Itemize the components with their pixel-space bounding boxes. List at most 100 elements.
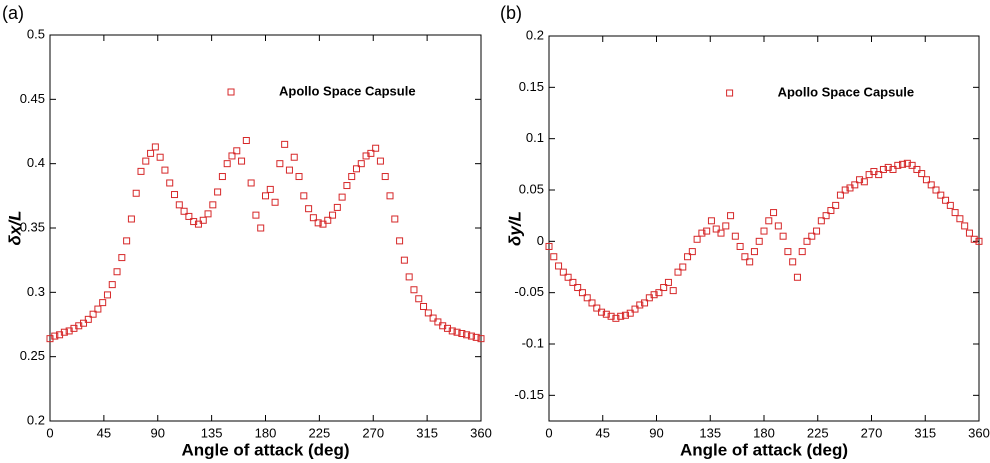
data-point	[693, 235, 701, 243]
data-point	[434, 318, 442, 326]
x-tick-label: 225	[309, 425, 331, 440]
data-point	[223, 160, 231, 168]
data-point	[779, 232, 787, 240]
data-point	[137, 167, 145, 175]
x-tick-label: 0	[545, 425, 552, 440]
data-point	[712, 225, 720, 233]
data-point	[899, 160, 907, 168]
data-point	[602, 310, 610, 318]
data-point	[836, 191, 844, 199]
x-tick-label: 270	[861, 425, 883, 440]
data-point	[386, 192, 394, 200]
data-point	[621, 311, 629, 319]
data-point	[314, 219, 322, 227]
x-tick-label: 0	[46, 425, 53, 440]
data-point	[750, 248, 758, 256]
data-point	[415, 295, 423, 303]
data-point	[352, 165, 360, 173]
data-point	[908, 161, 916, 169]
panel-label: (a)	[2, 3, 24, 23]
data-point	[151, 143, 159, 151]
x-tick-label: 270	[362, 425, 384, 440]
data-point	[472, 333, 480, 341]
data-point	[194, 220, 202, 228]
data-point	[252, 211, 260, 219]
y-tick-label: 0.2	[27, 412, 45, 427]
y-tick-label: 0.25	[20, 348, 45, 363]
data-point	[147, 149, 155, 157]
y-tick-label: -0.15	[514, 387, 544, 402]
data-point	[309, 214, 317, 222]
legend-marker	[726, 89, 734, 97]
data-point	[123, 237, 131, 245]
data-point	[166, 179, 174, 187]
data-point	[937, 191, 945, 199]
x-tick-label: 315	[416, 425, 438, 440]
data-point	[185, 212, 193, 220]
data-point	[343, 182, 351, 190]
data-point	[381, 173, 389, 181]
y-tick-label: 0.35	[20, 219, 45, 234]
data-point	[550, 253, 558, 261]
x-tick-label: 90	[151, 425, 165, 440]
data-point	[324, 216, 332, 224]
y-tick-label: -0.05	[514, 284, 544, 299]
data-point	[295, 173, 303, 181]
data-point	[679, 263, 687, 271]
data-point	[338, 193, 346, 201]
data-point	[841, 186, 849, 194]
data-point	[746, 258, 754, 266]
data-point	[228, 152, 236, 160]
data-point	[348, 173, 356, 181]
data-point	[765, 217, 773, 225]
data-point	[545, 242, 553, 250]
data-point	[889, 165, 897, 173]
data-point	[276, 160, 284, 168]
x-tick-label: 360	[968, 425, 990, 440]
x-tick-label: 180	[255, 425, 277, 440]
data-point	[118, 254, 126, 262]
data-point	[175, 201, 183, 209]
data-point	[922, 176, 930, 184]
data-point	[357, 160, 365, 168]
data-point	[650, 291, 658, 299]
data-point	[99, 299, 107, 307]
data-point	[424, 309, 432, 317]
data-point	[913, 165, 921, 173]
data-point	[598, 308, 606, 316]
data-point	[410, 286, 418, 294]
data-point	[257, 224, 265, 232]
data-point	[894, 161, 902, 169]
data-point	[142, 157, 150, 165]
data-point	[290, 153, 298, 161]
data-point	[161, 166, 169, 174]
data-point	[285, 166, 293, 174]
y-tick-label: 0	[537, 233, 544, 248]
data-point	[660, 284, 668, 292]
data-point	[942, 196, 950, 204]
data-point	[242, 137, 250, 145]
x-tick-label: 135	[201, 425, 223, 440]
data-point	[564, 273, 572, 281]
data-point	[180, 207, 188, 215]
data-point	[951, 209, 959, 217]
data-point	[400, 256, 408, 264]
data-point	[946, 201, 954, 209]
data-point	[789, 258, 797, 266]
data-point	[477, 335, 485, 343]
data-point	[774, 222, 782, 230]
y-tick-label: 0.3	[27, 284, 45, 299]
data-point	[209, 201, 217, 209]
data-point	[233, 147, 241, 155]
y-tick-label: 0.4	[27, 155, 45, 170]
x-tick-label: 90	[649, 425, 663, 440]
data-point	[420, 302, 428, 310]
data-point	[674, 268, 682, 276]
data-point	[171, 191, 179, 199]
data-point	[204, 210, 212, 218]
x-axis-label: Angle of attack (deg)	[181, 440, 349, 459]
data-point	[626, 309, 634, 317]
data-point	[94, 305, 102, 313]
data-point	[832, 201, 840, 209]
data-point	[875, 171, 883, 179]
